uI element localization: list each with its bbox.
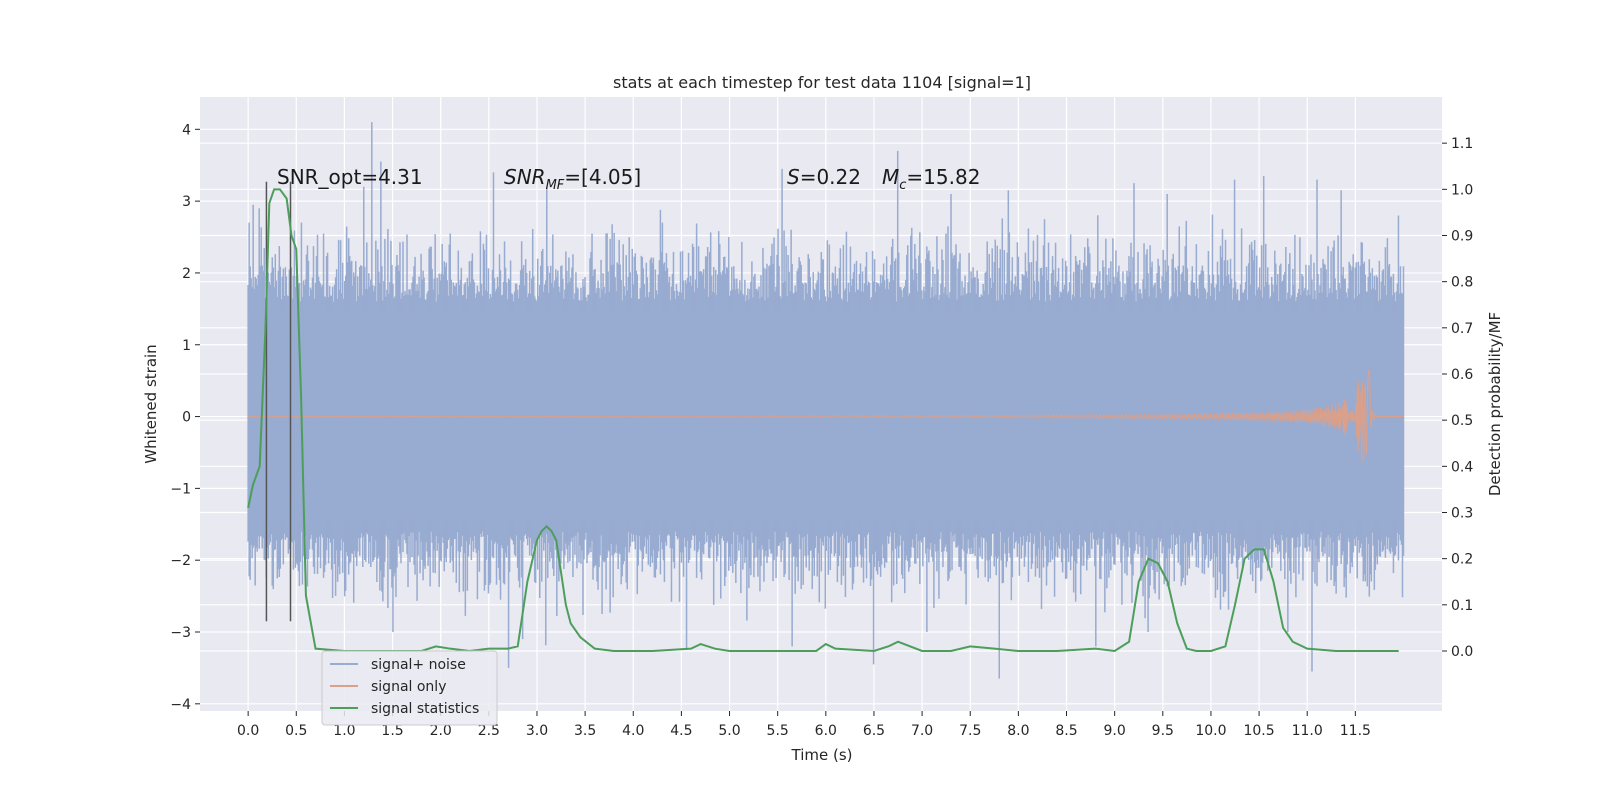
series-signal-plus-noise <box>247 122 1405 679</box>
y-tick-label-left: −2 <box>170 553 191 569</box>
left-axis-title: Whitened strain <box>142 344 160 463</box>
chirp-mass-value: =15.82 <box>906 165 980 189</box>
x-tick-label: 9.5 <box>1152 723 1174 739</box>
y-tick-label-right: 0.5 <box>1451 413 1473 429</box>
y-tick-label-left: −1 <box>170 481 191 497</box>
x-tick-label: 4.5 <box>670 723 692 739</box>
chart-title: stats at each timestep for test data 110… <box>613 73 1031 92</box>
annotation-snr-opt: SNR_opt=4.31 <box>277 165 423 189</box>
legend: signal+ noise signal only signal statist… <box>321 650 498 726</box>
x-axis: 0.0 0.5 1.0 1.5 2.0 2.5 3.0 3.5 4.0 4.5 5.0 5.5 6.0 6… <box>237 711 1371 739</box>
y-tick-label-right: 1.1 <box>1451 136 1473 152</box>
y-tick-label-left: 3 <box>182 194 191 210</box>
y-tick-label-right: 0.8 <box>1451 275 1473 291</box>
signal-statistics-line <box>247 188 1399 653</box>
x-tick-label: 11.5 <box>1340 723 1371 739</box>
y-tick-label-left: −3 <box>170 625 191 641</box>
chirp-mass-subscript: c <box>899 178 906 193</box>
x-tick-label: 10.0 <box>1195 723 1226 739</box>
snr-mf-value: =[4.05] <box>564 165 641 189</box>
y-tick-label-right: 0.6 <box>1451 367 1473 383</box>
series-signal-only <box>247 368 1404 463</box>
x-tick-label: 8.5 <box>1055 723 1077 739</box>
legend-box <box>321 650 498 726</box>
left-y-axis: 4 3 2 1 0 −1 −2 −3 −4 <box>170 122 200 713</box>
right-y-axis: 1.1 1.0 0.9 0.8 0.7 0.6 0.5 0.4 0.3 0.2 0.1 0.0 <box>1442 136 1473 660</box>
right-axis-title: Detection probability/MF <box>1486 312 1504 496</box>
x-tick-label: 7.0 <box>911 723 933 739</box>
x-tick-label: 3.5 <box>574 723 596 739</box>
y-tick-label-left: 0 <box>182 410 191 426</box>
y-tick-label-right: 0.0 <box>1451 644 1473 660</box>
x-tick-label: 10.5 <box>1243 723 1274 739</box>
x-tick-label: 2.0 <box>430 723 452 739</box>
y-tick-label-left: −4 <box>170 697 191 713</box>
annotation-chirp-mass: Mc=15.82 <box>882 165 980 193</box>
x-tick-label: 8.0 <box>1007 723 1029 739</box>
x-tick-label: 1.5 <box>381 723 403 739</box>
annotation-snr-mf: SNRMF=[4.05] <box>504 165 641 193</box>
x-tick-label: 5.0 <box>718 723 740 739</box>
x-tick-label: 1.0 <box>333 723 355 739</box>
spin-value: =0.22 <box>800 165 861 189</box>
y-tick-label-left: 2 <box>182 266 191 282</box>
y-tick-label-left: 1 <box>182 338 191 354</box>
x-tick-label: 9.0 <box>1104 723 1126 739</box>
x-tick-label: 11.0 <box>1292 723 1323 739</box>
snr-mf-symbol: SNR <box>504 165 546 189</box>
y-tick-label-right: 0.7 <box>1451 321 1473 337</box>
legend-label-signal-plus-noise: signal+ noise <box>371 657 466 673</box>
signal-only-line <box>247 368 1404 463</box>
y-tick-label-right: 1.0 <box>1451 182 1473 198</box>
x-tick-label: 0.5 <box>285 723 307 739</box>
x-axis-title: Time (s) <box>791 746 853 764</box>
x-tick-label: 7.5 <box>959 723 981 739</box>
x-tick-label: 2.5 <box>478 723 500 739</box>
y-tick-label-right: 0.3 <box>1451 505 1473 521</box>
snr-mf-subscript: MF <box>546 178 565 193</box>
x-tick-label: 0.0 <box>237 723 259 739</box>
y-tick-label-left: 4 <box>182 122 191 138</box>
legend-label-signal-statistics: signal statistics <box>371 701 479 717</box>
chirp-mass-symbol: M <box>882 165 899 189</box>
x-tick-label: 3.0 <box>526 723 548 739</box>
series-signal-statistics <box>247 188 1399 653</box>
spin-symbol: S <box>787 165 800 189</box>
y-tick-label-right: 0.9 <box>1451 228 1473 244</box>
annotation-spin: S=0.22 <box>787 165 861 189</box>
x-tick-label: 5.5 <box>767 723 789 739</box>
y-tick-label-right: 0.1 <box>1451 598 1473 614</box>
legend-label-signal-only: signal only <box>371 679 446 695</box>
vertical-markers <box>265 181 292 622</box>
plot-content <box>247 122 1405 679</box>
x-tick-label: 6.5 <box>863 723 885 739</box>
y-tick-label-right: 0.4 <box>1451 459 1473 475</box>
x-tick-label: 4.0 <box>622 723 644 739</box>
y-tick-label-right: 0.2 <box>1451 552 1473 568</box>
x-tick-label: 6.0 <box>815 723 837 739</box>
